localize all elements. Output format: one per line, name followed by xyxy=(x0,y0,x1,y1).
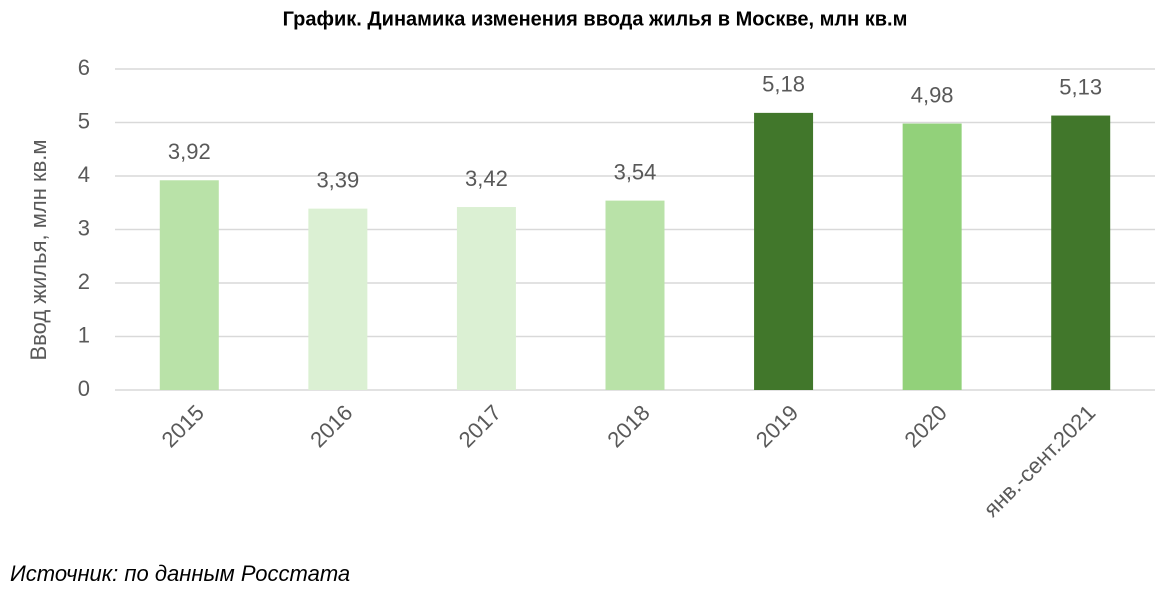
value-label: 5,13 xyxy=(1059,74,1102,99)
y-tick-label: 2 xyxy=(78,269,90,294)
y-tick-label: 0 xyxy=(78,376,90,401)
bar xyxy=(902,123,962,390)
x-tick-label: янв.-сент.2021 xyxy=(979,400,1101,522)
y-tick-label: 4 xyxy=(78,162,90,187)
x-tick-label: 2016 xyxy=(305,400,357,452)
value-label: 3,54 xyxy=(614,159,657,184)
bar xyxy=(754,112,814,391)
bar xyxy=(1051,115,1111,391)
bar xyxy=(308,208,368,390)
x-tick-label: 2018 xyxy=(602,400,654,452)
y-tick-label: 1 xyxy=(78,322,90,347)
value-label: 4,98 xyxy=(911,82,954,107)
bar xyxy=(456,207,516,390)
value-label: 3,39 xyxy=(316,167,359,192)
x-tick-label: 2020 xyxy=(899,400,951,452)
value-label: 5,18 xyxy=(762,72,805,97)
value-label: 3,92 xyxy=(168,139,211,164)
y-tick-label: 6 xyxy=(78,55,90,80)
y-tick-label: 3 xyxy=(78,215,90,240)
value-label: 3,42 xyxy=(465,166,508,191)
bar xyxy=(159,180,219,390)
bar xyxy=(605,200,665,390)
x-tick-label: 2019 xyxy=(751,400,803,452)
source-note: Источник: по данным Росстата xyxy=(10,561,350,586)
y-axis-label: Ввод жилья, млн кв.м xyxy=(26,139,51,360)
chart-title: График. Динамика изменения ввода жилья в… xyxy=(283,8,908,30)
x-tick-label: 2015 xyxy=(157,400,209,452)
y-tick-label: 5 xyxy=(78,108,90,133)
x-tick-label: 2017 xyxy=(454,400,506,452)
